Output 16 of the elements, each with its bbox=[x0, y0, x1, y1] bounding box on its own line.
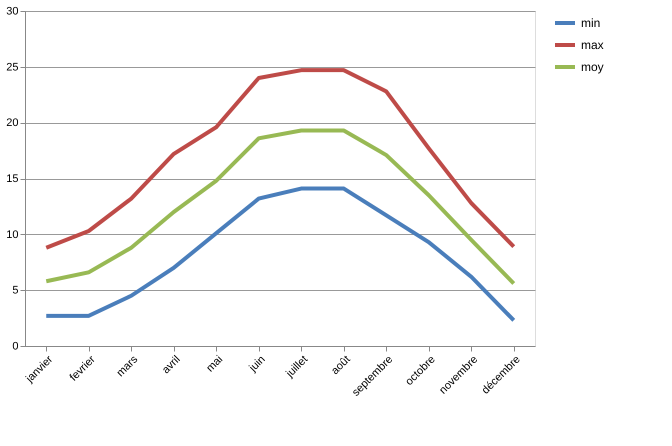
y-tick-label: 30 bbox=[6, 6, 18, 18]
line-series bbox=[44, 128, 516, 286]
line-series bbox=[44, 68, 516, 250]
x-tick-label: mai bbox=[204, 354, 226, 375]
legend-label: moy bbox=[581, 60, 604, 74]
line-series bbox=[44, 186, 516, 322]
x-tick-label: août bbox=[329, 354, 353, 378]
y-tick-label: 20 bbox=[6, 117, 18, 130]
y-tick-label: 15 bbox=[6, 173, 18, 185]
y-tick-label: 0 bbox=[12, 340, 18, 352]
x-tick-label: juin bbox=[246, 354, 268, 375]
y-tick-label: 5 bbox=[12, 284, 18, 297]
y-tick-label: 25 bbox=[6, 61, 18, 74]
legend-label: min bbox=[581, 16, 600, 30]
legend-label: max bbox=[581, 38, 604, 52]
y-tick-label: 10 bbox=[6, 228, 18, 241]
